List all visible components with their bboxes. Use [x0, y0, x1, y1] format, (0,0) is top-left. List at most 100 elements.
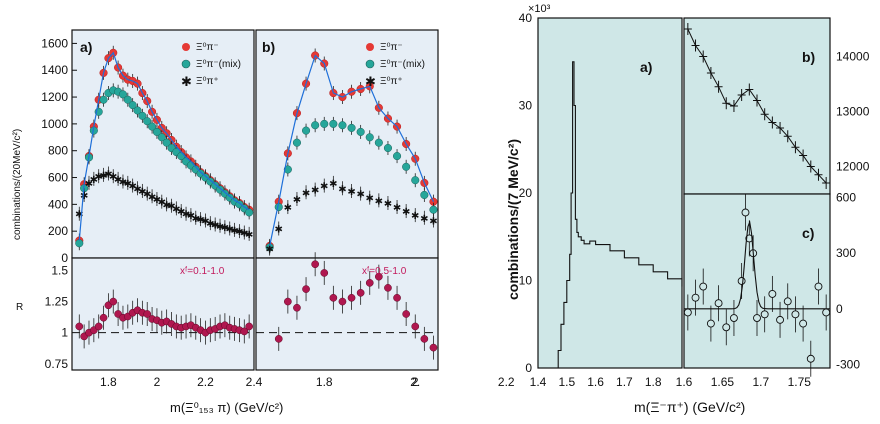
left-a-s2-star-point: ✱ — [226, 224, 234, 235]
right-c-panel-label: c) — [802, 225, 814, 241]
left-b-ratio-point — [384, 284, 392, 292]
right-c-point — [783, 297, 792, 306]
right-a-ytick: 40 — [519, 11, 533, 25]
legend-b: Ξ⁰π⁻ Ξ⁰π⁻(mix) ✱ Ξ⁰π⁺ — [365, 42, 425, 89]
left-ytick-top: 800 — [48, 144, 68, 158]
left-a-s2-star-point: ✱ — [133, 184, 141, 195]
left-a-s2-star-point: ✱ — [196, 215, 204, 226]
left-a-s2-star-point: ✱ — [211, 220, 219, 231]
right-a-ytick: 10 — [519, 274, 533, 288]
right-c-ytick: 600 — [836, 191, 856, 205]
left-a-xtick: 2.4 — [246, 375, 263, 389]
left-a-s2-star-point: ✱ — [201, 216, 209, 227]
left-a-xtick: 1.8 — [100, 375, 117, 389]
right-b-panel-label: b) — [802, 49, 815, 65]
left-a-s2-star-point: ✱ — [187, 211, 195, 222]
right-c-point — [799, 319, 808, 328]
left-b-s2-star-point: ✱ — [411, 211, 419, 222]
left-a-s2-star-point: ✱ — [240, 229, 248, 240]
left-a-s1-point — [138, 111, 147, 120]
left-a-s2-star-point: ✱ — [158, 198, 166, 209]
left-a-s1-point — [128, 101, 137, 110]
left-b-s2-star-point: ✱ — [375, 196, 383, 207]
legend-a: Ξ⁰π⁻ Ξ⁰π⁻(mix) ✱ Ξ⁰π⁺ — [181, 42, 241, 89]
left-ytick-bottom: 1.5 — [51, 263, 68, 277]
left-b-s1-point — [374, 138, 383, 147]
left-a-s1-point — [99, 95, 108, 104]
left-b-ratio-point — [274, 335, 283, 343]
right-a-ytick: 20 — [519, 186, 533, 200]
right-bc-xtick: 1.6 — [676, 375, 693, 389]
left-a-s1-point — [143, 117, 152, 126]
left-b-fit-curve — [269, 54, 435, 247]
left-a-s2-star-point: ✱ — [235, 227, 243, 238]
left-b-ratio-point — [284, 297, 292, 306]
left-b-s1-point — [329, 119, 338, 128]
left-a-ratio-point — [143, 310, 152, 318]
left-a-ratio-point — [240, 327, 249, 336]
left-b-s1-point — [411, 176, 420, 185]
right-b-ytick: 12000 — [836, 160, 870, 174]
left-b-s2-star-point: ✱ — [429, 216, 437, 227]
left-a-s1-point — [162, 138, 171, 147]
right-yscale-label: ×10³ — [528, 3, 551, 15]
left-a-xtick: 2 — [154, 375, 161, 389]
left-b-ratio-point — [375, 272, 383, 281]
left-a-ratio-point — [109, 297, 118, 306]
left-a-panel-label: a) — [80, 39, 92, 55]
left-b-xtick: 2. — [410, 375, 420, 389]
left-a-s2-star-point: ✱ — [94, 172, 102, 183]
left-a-s2-star-point: ✱ — [119, 178, 127, 189]
left-b-s1-point — [311, 121, 320, 130]
left-a-s1-point — [148, 122, 157, 131]
left-ytick-bottom: 1.25 — [45, 295, 69, 309]
legend-b-item-2: Ξ⁰π⁻(mix) — [380, 59, 425, 70]
left-b-s1-point — [365, 133, 374, 142]
left-b-s1-point — [402, 162, 411, 171]
left-a-s2-star-point: ✱ — [124, 179, 132, 190]
right-a-ytick: 30 — [519, 99, 533, 113]
left-b-s2-star-point: ✱ — [293, 195, 301, 206]
left-a-s2-star-point: ✱ — [75, 210, 83, 221]
right-c-point — [806, 354, 815, 363]
xf-label-b: xᶠ=0.5-1.0 — [362, 266, 407, 277]
right-a-xtick: 1.8 — [645, 375, 662, 389]
right-a-xtick: 1.6 — [587, 375, 604, 389]
left-b-s2-star-point: ✱ — [302, 188, 310, 199]
left-ylabel-bottom: R — [16, 302, 23, 313]
left-a-s2-star-point: ✱ — [143, 190, 151, 201]
left-a-s2-star-point: ✱ — [216, 222, 224, 233]
right-b-fit-curve — [687, 28, 827, 184]
right-c-fit-curve — [684, 220, 830, 310]
right-c-point — [741, 208, 750, 217]
left-a-ratio-point — [99, 313, 108, 322]
left-a-ratio-point — [245, 322, 253, 331]
legend-b-item-3: Ξ⁰π⁺ — [380, 76, 403, 87]
right-c-point — [737, 277, 746, 285]
left-b-s2-star-point: ✱ — [284, 203, 292, 214]
left-a-xtick: 2.2 — [197, 375, 214, 389]
left-ytick-top: 400 — [48, 197, 68, 211]
left-b-xtick: 2.2 — [498, 375, 515, 389]
left-a-ratio-point — [75, 322, 84, 331]
left-b-ratio-point — [320, 269, 329, 277]
legend-teal-marker — [365, 59, 375, 69]
left-a-s2-star-point: ✱ — [114, 175, 122, 186]
left-b-ratio-point — [311, 260, 319, 269]
left-b-ratio-point — [411, 322, 420, 331]
xf-label-a: xᶠ=0.1-1.0 — [180, 266, 225, 277]
legend-red-marker — [182, 43, 190, 51]
left-ylabel-top: combinations/(20MeV/c²) — [12, 129, 23, 240]
right-a-xtick: 1.4 — [530, 375, 547, 389]
left-a-s2-star-point: ✱ — [109, 172, 117, 183]
left-b-s2-star-point: ✱ — [384, 199, 392, 210]
left-b-ratio-panel — [255, 257, 439, 371]
left-a-s1-point — [118, 90, 128, 99]
left-b-s1-point — [393, 152, 402, 161]
left-ytick-top: 1000 — [41, 117, 68, 131]
left-b-s2-star-point: ✱ — [275, 224, 283, 235]
left-b-s1-point — [302, 126, 311, 135]
right-c-point — [791, 310, 800, 319]
left-ytick-top: 1400 — [41, 63, 68, 77]
right-xlabel: m(Ξ⁻π⁺) (GeV/c²) — [634, 399, 745, 415]
